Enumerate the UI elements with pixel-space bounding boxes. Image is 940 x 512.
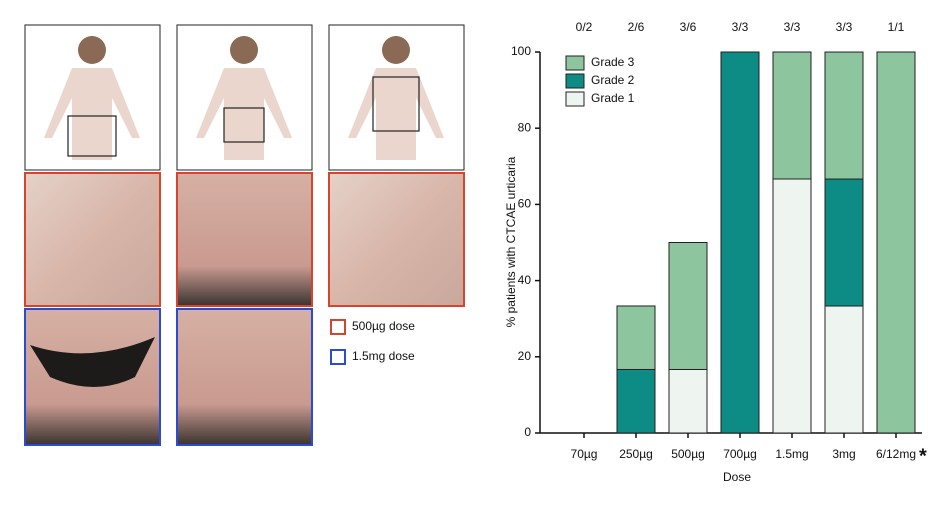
y-tick-label: 0	[524, 425, 531, 439]
x-tick-label: 500µg	[671, 447, 705, 461]
top-label: 3/3	[784, 20, 801, 34]
top-label: 3/6	[680, 20, 697, 34]
x-tick-label: 3mg	[832, 447, 855, 461]
bar-segment	[772, 51, 812, 180]
y-tick-label: 80	[518, 120, 532, 134]
top-label: 2/6	[628, 20, 645, 34]
x-tick-label: 250µg	[619, 447, 653, 461]
body-diagrams	[24, 24, 465, 171]
x-tick-label: 1.5mg	[775, 447, 808, 461]
bar-segment	[876, 51, 916, 434]
legend-label: Grade 2	[591, 73, 635, 87]
legend-label: 1.5mg dose	[352, 349, 415, 363]
bar-segment	[824, 51, 864, 180]
bar-segment	[616, 368, 656, 434]
legend-swatch	[565, 73, 585, 89]
legend-swatch	[330, 319, 346, 335]
legend-label: 500µg dose	[352, 319, 415, 333]
x-axis-label: Dose	[723, 470, 751, 484]
y-tick-label: 100	[511, 44, 531, 58]
x-tick-label: 6/12mg	[876, 447, 916, 461]
y-axis-label: % patients with CTCAE urticaria	[504, 156, 518, 327]
bar-segment	[824, 178, 864, 307]
bar-segment	[824, 305, 864, 434]
top-label: 3/3	[836, 20, 853, 34]
legend-label: Grade 1	[591, 91, 635, 105]
bar-segment	[668, 242, 708, 370]
top-label: 1/1	[888, 20, 905, 34]
photos	[24, 172, 465, 446]
legend-label: Grade 3	[591, 55, 635, 69]
legend-swatch	[565, 91, 585, 107]
legend-swatch	[565, 55, 585, 71]
y-tick-label: 40	[518, 273, 532, 287]
photo-panel: 500µg dose 1.5mg dose	[24, 24, 465, 446]
y-tick-label: 20	[518, 349, 532, 363]
chart: % patients with CTCAE urticaria Dose 0 20…	[504, 20, 927, 484]
top-label: 3/3	[732, 20, 749, 34]
y-tick-label: 60	[518, 197, 532, 211]
x-tick-label: 700µg	[723, 447, 757, 461]
top-label: 0/2	[576, 20, 593, 34]
bar-segment	[616, 305, 656, 370]
annotation: *	[919, 445, 927, 467]
legend-swatch	[330, 349, 346, 365]
bar-segment	[668, 368, 708, 434]
x-tick-label: 70µg	[571, 447, 598, 461]
bar-segment	[772, 178, 812, 434]
bar-segment	[720, 51, 760, 434]
